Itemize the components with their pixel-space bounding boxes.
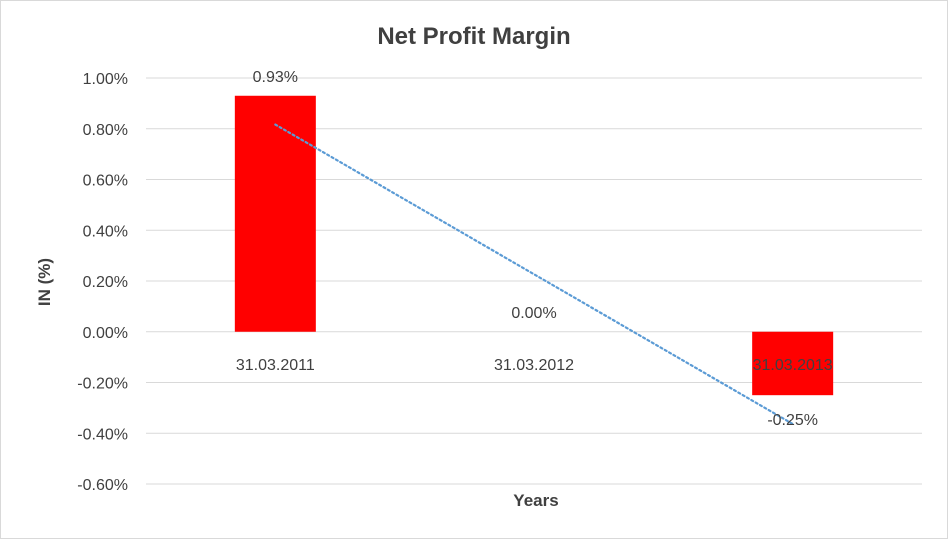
x-axis-title: Years — [513, 491, 558, 510]
y-tick-label: 0.40% — [83, 223, 128, 240]
y-tick-label: 0.20% — [83, 274, 128, 291]
y-tick-label: 0.80% — [83, 122, 128, 139]
chart-title: Net Profit Margin — [377, 23, 570, 50]
data-label: 0.00% — [511, 305, 556, 322]
data-label: 0.93% — [253, 69, 298, 86]
trendline-line — [274, 123, 794, 426]
y-tick-label: -0.60% — [77, 477, 128, 494]
y-axis-title: IN (%) — [35, 258, 54, 306]
bar-31.03.2013 — [752, 331, 834, 396]
bars — [234, 95, 834, 396]
y-tick-label: 1.00% — [83, 71, 128, 88]
y-tick-label: -0.20% — [77, 376, 128, 393]
category-label: 31.03.2013 — [753, 357, 833, 374]
y-tick-label: 0.00% — [83, 325, 128, 342]
category-label: 31.03.2012 — [494, 357, 574, 374]
category-label: 31.03.2011 — [236, 357, 315, 374]
trendline — [274, 123, 794, 426]
data-label: -0.25% — [767, 412, 818, 429]
y-tick-label: -0.40% — [77, 426, 128, 443]
data-labels: 0.93% 0.00% -0.25% — [253, 69, 818, 429]
bar-31.03.2011 — [234, 95, 316, 332]
category-labels: 31.03.2011 31.03.2012 31.03.2013 — [236, 357, 833, 374]
y-tick-label: 0.60% — [83, 173, 128, 190]
y-axis-ticks: 1.00% 0.80% 0.60% 0.40% 0.20% 0.00% -0.20% -0.4… — [77, 71, 128, 494]
